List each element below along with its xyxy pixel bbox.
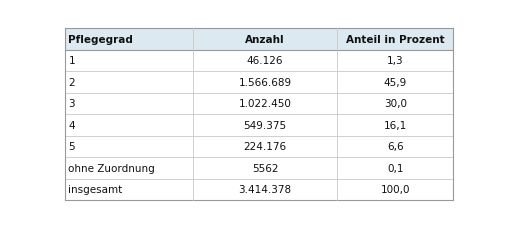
Text: 100,0: 100,0: [380, 185, 409, 195]
Text: 549.375: 549.375: [243, 120, 286, 130]
Text: 30,0: 30,0: [383, 99, 406, 109]
Text: 2: 2: [68, 78, 75, 87]
Text: 6,6: 6,6: [386, 142, 402, 152]
Text: ohne Zuordnung: ohne Zuordnung: [68, 163, 155, 173]
Text: 1: 1: [68, 56, 75, 66]
Text: 5562: 5562: [251, 163, 278, 173]
Text: 46.126: 46.126: [246, 56, 283, 66]
Text: 4: 4: [68, 120, 75, 130]
Text: 224.176: 224.176: [243, 142, 286, 152]
Text: 0,1: 0,1: [386, 163, 402, 173]
Text: insgesamt: insgesamt: [68, 185, 122, 195]
Text: 45,9: 45,9: [383, 78, 406, 87]
Text: 1.566.689: 1.566.689: [238, 78, 291, 87]
Text: 1.022.450: 1.022.450: [238, 99, 291, 109]
Text: 3.414.378: 3.414.378: [238, 185, 291, 195]
Text: Anteil in Prozent: Anteil in Prozent: [345, 35, 443, 45]
Text: Pflegegrad: Pflegegrad: [68, 35, 133, 45]
Text: Anzahl: Anzahl: [245, 35, 284, 45]
Text: 1,3: 1,3: [386, 56, 402, 66]
Text: 5: 5: [68, 142, 75, 152]
Text: 3: 3: [68, 99, 75, 109]
Text: 16,1: 16,1: [383, 120, 406, 130]
